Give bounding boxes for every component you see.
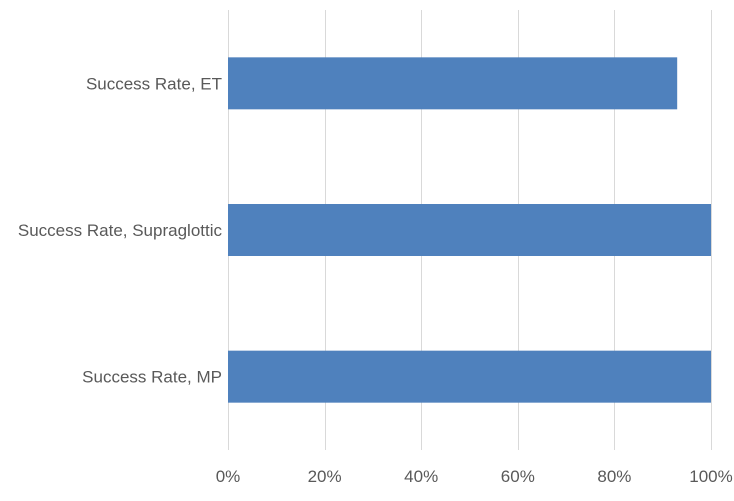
x-tick-label: 80% bbox=[597, 467, 631, 486]
x-tick-label: 0% bbox=[216, 467, 241, 486]
category-label: Success Rate, Supraglottic bbox=[18, 221, 223, 240]
x-tick-label: 20% bbox=[308, 467, 342, 486]
bars bbox=[228, 57, 711, 403]
x-tick-label: 60% bbox=[501, 467, 535, 486]
category-label: Success Rate, ET bbox=[86, 74, 222, 93]
category-labels: Success Rate, ET Success Rate, Supraglott… bbox=[18, 74, 223, 386]
category-label: Success Rate, MP bbox=[82, 368, 222, 387]
x-tick-label: 40% bbox=[404, 467, 438, 486]
bar bbox=[228, 204, 711, 256]
bar bbox=[228, 57, 678, 110]
x-tick-label: 100% bbox=[689, 467, 732, 486]
x-axis-tick-labels: 0% 20% 40% 60% 80% 100% bbox=[216, 467, 733, 486]
bar bbox=[228, 350, 711, 403]
